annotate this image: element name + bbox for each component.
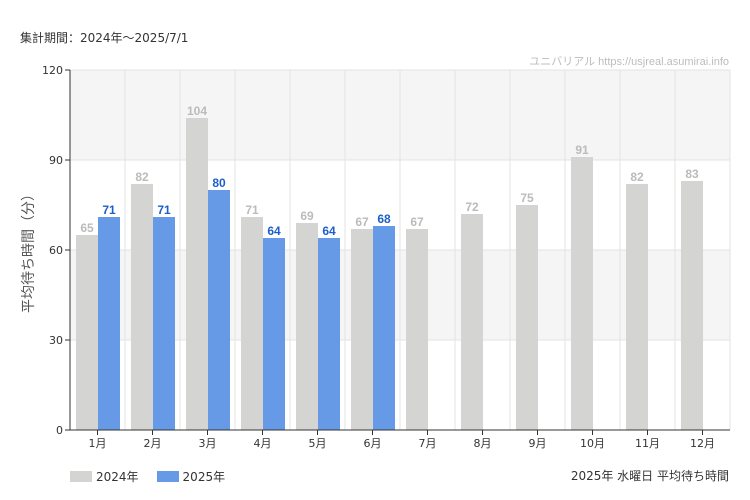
data-label-2024: 67 xyxy=(355,215,369,229)
data-label-2024: 65 xyxy=(80,221,94,235)
legend: 2024年 2025年 xyxy=(70,468,243,485)
data-label-2025: 64 xyxy=(267,224,281,238)
x-tick-label: 8月 xyxy=(474,437,492,450)
x-tick-label: 5月 xyxy=(309,437,327,450)
bar-2024 xyxy=(241,217,263,430)
x-tick-label: 7月 xyxy=(419,437,437,450)
x-tick-label: 10月 xyxy=(580,437,605,450)
data-label-2024: 71 xyxy=(245,203,259,217)
bar-2024 xyxy=(296,223,318,430)
data-label-2024: 83 xyxy=(685,167,699,181)
bar-2024 xyxy=(131,184,153,430)
data-label-2024: 69 xyxy=(300,209,314,223)
bar-2025 xyxy=(208,190,230,430)
data-label-2024: 67 xyxy=(410,215,424,229)
data-label-2024: 72 xyxy=(465,200,479,214)
bar-2025 xyxy=(318,238,340,430)
y-tick-label: 120 xyxy=(42,64,63,77)
data-label-2025: 80 xyxy=(212,176,226,190)
data-label-2024: 82 xyxy=(630,170,644,184)
period-label: 集計期間：2024年～2025/7/1 xyxy=(20,31,189,45)
bar-2024 xyxy=(626,184,648,430)
bar-2024 xyxy=(186,118,208,430)
x-tick-label: 3月 xyxy=(199,437,217,450)
data-label-2024: 91 xyxy=(575,143,589,157)
x-tick-label: 11月 xyxy=(635,437,660,450)
data-label-2024: 104 xyxy=(187,104,207,118)
bar-2025 xyxy=(153,217,175,430)
legend-swatch-2024 xyxy=(70,471,92,482)
legend-item-2025[interactable]: 2025年 xyxy=(156,468,226,485)
data-label-2025: 71 xyxy=(102,203,116,217)
bar-2025 xyxy=(373,226,395,430)
legend-swatch-2025 xyxy=(156,471,179,482)
x-tick-label: 6月 xyxy=(364,437,382,450)
x-tick-label: 1月 xyxy=(89,437,107,450)
x-tick-label: 4月 xyxy=(254,437,272,450)
bar-2025 xyxy=(98,217,120,430)
data-label-2025: 68 xyxy=(377,212,391,226)
legend-label-2024: 2024年 xyxy=(96,470,139,484)
chart-footer-title: 2025年 水曜日 平均待ち時間 xyxy=(570,469,729,483)
data-label-2025: 64 xyxy=(322,224,336,238)
y-tick-label: 60 xyxy=(49,244,63,257)
y-tick-label: 0 xyxy=(56,424,63,437)
y-tick-label: 90 xyxy=(49,154,63,167)
site-watermark: ユニバリアル https://usjreal.asumirai.info xyxy=(529,56,729,68)
bar-2024 xyxy=(681,181,703,430)
bar-2024 xyxy=(351,229,373,430)
legend-item-2024[interactable]: 2024年 xyxy=(70,468,139,485)
legend-label-2025: 2025年 xyxy=(182,470,226,484)
bar-2024 xyxy=(461,214,483,430)
bar-2024 xyxy=(406,229,428,430)
data-label-2025: 71 xyxy=(157,203,171,217)
x-tick-label: 9月 xyxy=(529,437,547,450)
y-tick-label: 30 xyxy=(49,334,63,347)
data-label-2024: 75 xyxy=(520,191,534,205)
bar-2024 xyxy=(76,235,98,430)
x-tick-label: 12月 xyxy=(690,437,715,450)
y-axis-label: 平均待ち時間（分） xyxy=(21,187,37,313)
bar-2025 xyxy=(263,238,285,430)
bar-2024 xyxy=(571,157,593,430)
data-label-2024: 82 xyxy=(135,170,149,184)
bar-2024 xyxy=(516,205,538,430)
x-tick-label: 2月 xyxy=(144,437,162,450)
